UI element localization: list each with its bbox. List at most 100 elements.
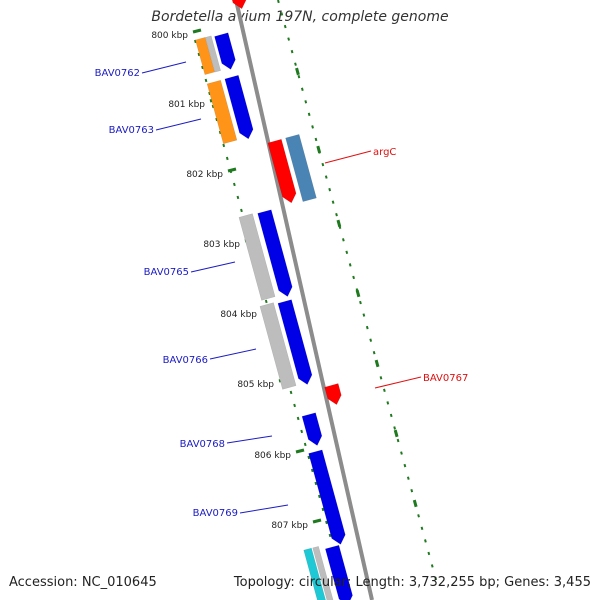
outer-dotted-ring-mark: [280, 12, 284, 16]
gene-label[interactable]: BAV0762: [95, 68, 140, 79]
outer-dotted-ring-mark: [362, 313, 366, 317]
kbp-tick-label: 804 kbp: [220, 310, 257, 320]
inner-dotted-ring-mark: [303, 442, 307, 447]
outer-dotted-ring-mark: [430, 564, 434, 568]
gene-label[interactable]: BAV0763: [109, 125, 154, 136]
outer-dotted-ring-mark: [328, 187, 332, 192]
reverse-cds-feature[interactable]: [267, 138, 297, 204]
gene-label-leader: [209, 348, 257, 360]
outer-dotted-ring-mark: [359, 300, 362, 305]
kbp-tick-label: 805 kbp: [237, 380, 274, 390]
outer-dotted-ring-mark: [331, 200, 335, 204]
forward-cds-feature[interactable]: [214, 32, 236, 70]
inner-dotted-ring-mark: [222, 143, 226, 148]
gray-feature[interactable]: [238, 213, 276, 301]
outer-dotted-ring-mark: [393, 426, 396, 430]
kbp-tick-label: 802 kbp: [186, 170, 223, 180]
inner-dotted-ring-mark: [204, 78, 208, 83]
gene-label[interactable]: BAV0769: [193, 508, 238, 519]
gene-label-leader: [226, 435, 273, 444]
gene-label[interactable]: argC: [373, 147, 396, 158]
forward-cds-feature[interactable]: [301, 412, 323, 446]
outer-ring-dash: [393, 429, 399, 438]
gene-label-leader: [324, 150, 372, 164]
outer-dotted-ring-mark: [335, 213, 338, 217]
inner-dotted-ring-mark: [197, 52, 201, 57]
kbp-tick-label: 801 kbp: [168, 100, 205, 110]
outer-dotted-ring-mark: [324, 175, 328, 179]
gene-label-leader: [155, 118, 202, 131]
gray-feature[interactable]: [205, 35, 221, 73]
inner-dotted-ring-mark: [325, 520, 328, 525]
forward-cds-feature[interactable]: [325, 544, 353, 600]
inner-dotted-ring-mark: [264, 299, 268, 304]
forward-cds-feature[interactable]: [257, 209, 293, 297]
outer-ring-dash: [295, 67, 300, 76]
inner-dotted-ring-mark: [328, 533, 332, 538]
gene-label-leader: [239, 504, 289, 514]
cyan-feature[interactable]: [303, 547, 329, 600]
gene-label-leader: [141, 61, 187, 74]
outer-dotted-ring-mark: [372, 350, 376, 355]
outer-dotted-ring-mark: [283, 24, 287, 29]
inner-dotted-ring-mark: [289, 390, 293, 395]
steelblue-feature[interactable]: [285, 134, 317, 202]
outer-ring-dash: [355, 289, 361, 298]
orange-feature[interactable]: [195, 37, 215, 75]
outer-ring-dash: [374, 359, 380, 368]
outer-dotted-ring-mark: [345, 250, 349, 255]
gray-feature[interactable]: [312, 546, 336, 600]
outer-dotted-ring-mark: [352, 275, 355, 280]
inner-dotted-ring-mark: [314, 481, 318, 486]
outer-dotted-ring-mark: [294, 62, 297, 66]
gray-feature[interactable]: [259, 302, 297, 390]
outer-dotted-ring-mark: [386, 401, 390, 405]
gene-label[interactable]: BAV0765: [144, 267, 189, 278]
outer-dotted-ring-mark: [307, 112, 311, 117]
inner-dotted-ring-mark: [310, 468, 314, 473]
gene-label[interactable]: BAV0767: [423, 373, 468, 384]
outer-dotted-ring-mark: [277, 0, 280, 4]
kbp-tick-label: 807 kbp: [271, 521, 308, 531]
forward-cds-feature[interactable]: [308, 449, 346, 545]
reverse-cds-feature[interactable]: [324, 383, 342, 406]
orange-feature[interactable]: [206, 79, 238, 145]
forward-cds-feature[interactable]: [224, 74, 254, 140]
genome-summary: Topology: circular; Length: 3,732,255 bp…: [233, 575, 591, 590]
inner-dotted-ring-mark: [300, 429, 304, 434]
kbp-tick-mark: [295, 448, 305, 454]
outer-dotted-ring-mark: [379, 376, 383, 380]
outer-dotted-ring-mark: [297, 75, 301, 79]
outer-dotted-ring-mark: [369, 338, 373, 342]
inner-dotted-ring-mark: [307, 455, 311, 460]
kbp-tick-label: 800 kbp: [151, 31, 188, 41]
gene-label-leader: [190, 261, 236, 273]
inner-dotted-ring-mark: [293, 403, 296, 408]
kbp-tick-mark: [227, 167, 237, 173]
outer-dotted-ring-mark: [287, 37, 291, 41]
outer-dotted-ring-mark: [434, 576, 438, 581]
forward-cds-feature[interactable]: [277, 299, 313, 385]
outer-dotted-ring-mark: [410, 488, 414, 493]
outer-dotted-ring-mark: [290, 49, 294, 54]
gene-label[interactable]: BAV0768: [180, 439, 225, 450]
reverse-cds-feature[interactable]: [231, 0, 247, 10]
gene-label[interactable]: BAV0766: [163, 355, 208, 366]
inner-dotted-ring-mark: [236, 195, 240, 200]
outer-dotted-ring-mark: [348, 263, 352, 267]
outer-dotted-ring-mark: [365, 325, 369, 330]
outer-dotted-ring-mark: [341, 238, 345, 242]
inner-dotted-ring-mark: [218, 130, 222, 135]
outer-dotted-ring-mark: [300, 87, 304, 91]
map-title: Bordetella avium 197N, complete genome: [151, 9, 449, 25]
inner-dotted-ring-mark: [240, 208, 243, 213]
outer-dotted-ring-mark: [417, 514, 420, 518]
outer-dotted-ring-mark: [403, 463, 407, 468]
outer-dotted-ring-mark: [321, 162, 325, 167]
kbp-tick-label: 806 kbp: [254, 451, 291, 461]
kbp-tick-mark: [312, 518, 322, 524]
outer-dotted-ring-mark: [420, 526, 424, 531]
outer-dotted-ring-mark: [304, 100, 308, 104]
outer-dotted-ring-mark: [396, 438, 400, 443]
